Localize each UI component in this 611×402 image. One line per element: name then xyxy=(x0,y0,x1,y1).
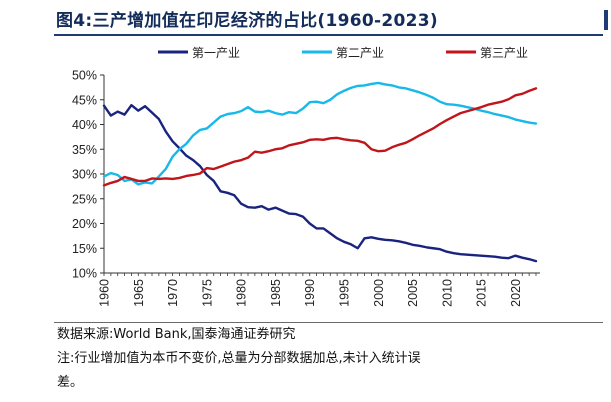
x-tick-label: 2015 xyxy=(475,279,489,307)
legend-label: 第一产业 xyxy=(192,46,240,60)
source-divider xyxy=(54,322,603,323)
chart-legend: 第一产业 第二产业 第三产业 xyxy=(158,46,528,60)
x-tick-label: 2000 xyxy=(372,279,386,307)
legend-label: 第三产业 xyxy=(480,46,528,60)
x-tick-label: 2020 xyxy=(509,279,523,307)
title-divider xyxy=(54,34,603,36)
series-line-2 xyxy=(102,81,538,186)
x-tick-label: 1965 xyxy=(132,279,146,307)
x-tick-label: 1980 xyxy=(235,279,249,307)
chart-area: 第一产业 第二产业 第三产业 10% 15% 20% 25% 30% 35% 40% 45% 50%… xyxy=(0,36,611,320)
y-tick-label: 25% xyxy=(72,192,97,206)
x-tick-label: 2010 xyxy=(440,279,454,307)
footnote-line-1: 注:行业增加值为本币不变价,总量为分部数据加总,未计入统计误 xyxy=(57,351,421,366)
series-line-3 xyxy=(102,87,538,187)
y-tick-label: 15% xyxy=(72,242,97,256)
x-tick-label: 1970 xyxy=(166,279,180,307)
chart-series xyxy=(102,81,538,263)
data-source: 数据来源:World Bank,国泰海通证券研究 xyxy=(57,327,296,342)
x-tick-label: 1985 xyxy=(269,279,283,307)
y-tick-label: 20% xyxy=(72,217,97,231)
y-tick-label: 45% xyxy=(72,93,97,107)
y-tick-label: 40% xyxy=(72,118,97,132)
y-tick-label: 10% xyxy=(72,267,97,281)
legend-label: 第二产业 xyxy=(336,46,384,60)
series-line-1 xyxy=(102,103,538,263)
y-tick-label: 35% xyxy=(72,143,97,157)
footnote-line-2: 差。 xyxy=(57,375,84,390)
adjacent-figure-edge xyxy=(604,10,608,30)
x-tick-label: 1975 xyxy=(200,279,214,307)
y-tick-label: 30% xyxy=(72,168,97,182)
line-chart: 第一产业 第二产业 第三产业 10% 15% 20% 25% 30% 35% 40% 45% 50%… xyxy=(72,46,540,307)
x-tick-label: 1960 xyxy=(98,279,112,307)
figure-title: 图4:三产增加值在印尼经济的占比(1960-2023) xyxy=(56,11,438,31)
x-tick-label: 1995 xyxy=(338,279,352,307)
x-tick-label: 1990 xyxy=(303,279,317,307)
x-tick-label: 2005 xyxy=(406,279,420,307)
y-tick-label: 50% xyxy=(72,69,97,83)
chart-axes: 10% 15% 20% 25% 30% 35% 40% 45% 50% 1960 1965 1970 1… xyxy=(72,69,540,307)
